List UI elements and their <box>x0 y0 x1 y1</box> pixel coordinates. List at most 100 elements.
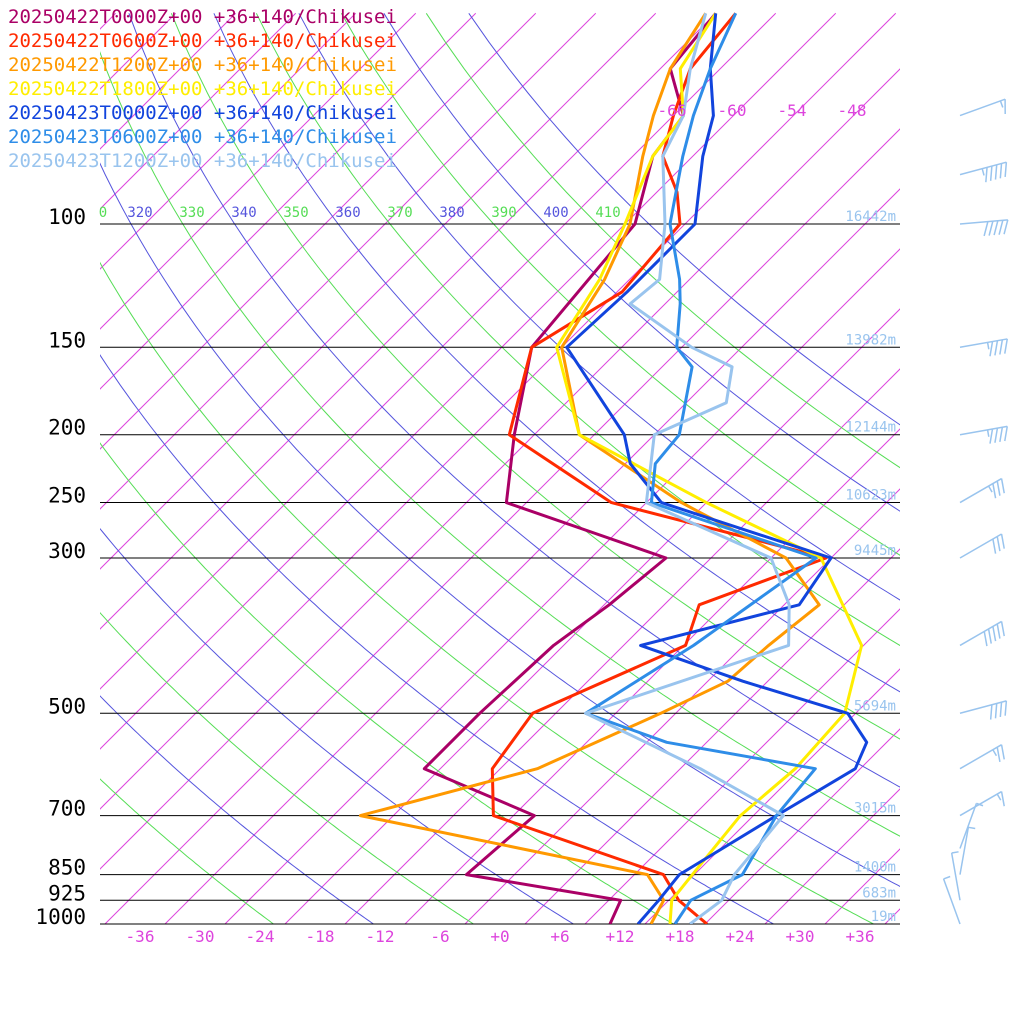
wind-barb-staff <box>950 852 961 901</box>
isotherm-line <box>100 12 777 690</box>
wind-barb <box>942 875 961 925</box>
wind-barb <box>959 533 1005 559</box>
theta-label: 330 <box>179 205 204 221</box>
temperature-tick-label: -24 <box>246 927 275 946</box>
wind-barb-feather <box>996 623 1001 639</box>
height-label: 13982m <box>845 332 896 348</box>
wind-barb-feather <box>992 626 997 642</box>
wind-barb-half-feather <box>981 168 985 176</box>
wind-barb <box>959 700 1008 720</box>
wind-barb-feather <box>994 703 998 719</box>
wind-barb-feather <box>1004 162 1008 178</box>
legend-entry: 20250422T0600Z+00 +36+140/Chikusei <box>8 30 397 52</box>
isotherm-line <box>824 848 900 924</box>
temperature-tick-label: -30 <box>186 927 215 946</box>
wind-barb-staff <box>959 790 1002 817</box>
pressure-tick-label: 925 <box>48 881 86 905</box>
wind-barb-half-feather <box>986 342 990 350</box>
height-label: 5694m <box>854 698 896 714</box>
pressure-tick-label: 850 <box>48 856 86 880</box>
isotherm-line <box>164 188 900 924</box>
wind-barb-feather <box>989 341 994 357</box>
wind-barb-half-feather <box>986 429 990 437</box>
pressure-tick-label: 1000 <box>35 905 86 929</box>
isotherm-line <box>100 12 717 630</box>
wind-barb-feather <box>998 220 1004 235</box>
isotherm-line <box>344 368 900 924</box>
theta-label: 320 <box>127 205 152 221</box>
theta-label: 0 <box>99 205 107 221</box>
wind-barb-half-feather <box>992 749 998 757</box>
wind-barb-feather <box>999 163 1003 179</box>
temperature-tick-label: +24 <box>726 927 755 946</box>
pressure-tick-label: 150 <box>48 328 86 352</box>
wind-barb-feather <box>999 427 1004 443</box>
isotherm-line <box>100 12 297 210</box>
series-line-4 <box>565 13 869 924</box>
legend-entry: 20250423T0600Z+00 +36+140/Chikusei <box>8 126 397 148</box>
wind-barb-feather <box>1000 533 1005 549</box>
wind-barb-feather <box>999 339 1004 355</box>
sounding-series <box>358 12 869 924</box>
wind-barb-feather <box>987 628 992 644</box>
isotherm-line <box>100 12 537 450</box>
wind-barb-feather <box>989 704 993 720</box>
wind-barb <box>959 620 1005 647</box>
wind-barb-staff <box>959 219 1008 225</box>
wind-barb-staff <box>959 425 1008 436</box>
wind-barb-half-feather <box>999 100 1004 108</box>
isotherm-line <box>884 908 900 924</box>
legend-entry: 20250422T1200Z+00 +36+140/Chikusei <box>8 54 397 76</box>
isotherm-line <box>284 308 900 924</box>
isotherm-line <box>404 428 900 924</box>
isobar-lines <box>100 223 900 925</box>
pressure-tick-label: 200 <box>48 416 86 440</box>
temperature-tick-label: +12 <box>606 927 635 946</box>
temperature-tick-label: -12 <box>366 927 395 946</box>
skewed-isotherm-label: -66 <box>658 101 687 120</box>
dry-adiabat-line <box>383 13 900 512</box>
isotherm-line <box>945 13 1024 924</box>
height-label: 19m <box>871 909 896 925</box>
wind-barb-staff <box>959 744 1002 770</box>
isotherm-line <box>100 12 897 810</box>
isotherm-line <box>100 68 900 870</box>
wind-barb-feather <box>996 480 1001 496</box>
wind-barb-staff <box>959 700 1007 715</box>
height-label: 683m <box>862 885 896 901</box>
wind-barb-staff <box>959 477 1002 504</box>
legend: 20250422T0000Z+00 +36+140/Chikusei202504… <box>8 6 397 172</box>
wind-barb-half-feather <box>996 793 1002 801</box>
dry-adiabat-line <box>100 695 374 924</box>
legend-entry: 20250422T0000Z+00 +36+140/Chikusei <box>8 6 397 28</box>
series-line-6 <box>584 12 791 924</box>
wind-barb-feather <box>1004 700 1008 716</box>
wind-barb-feather <box>988 220 994 236</box>
wind-barb-feather <box>1004 426 1009 442</box>
wind-barb-feather <box>983 221 989 237</box>
wind-barb-feather <box>983 631 988 647</box>
dry-adiabat-line <box>100 51 900 837</box>
wind-barb-half-feather <box>987 485 993 493</box>
theta-label: 350 <box>283 205 308 221</box>
isotherm-line <box>764 788 900 924</box>
wind-barb-half-feather <box>951 851 959 854</box>
isotherm-line <box>1005 13 1024 924</box>
isotherm-line <box>704 728 900 924</box>
wind-barb-feather <box>989 165 993 181</box>
skewed-isotherm-label: -48 <box>838 101 867 120</box>
wind-barb-feather <box>1000 621 1005 637</box>
dry-adiabat-line <box>100 261 874 924</box>
wind-barb-feather <box>996 536 1001 552</box>
wind-barb-feather <box>1004 338 1009 354</box>
wind-barb-feather <box>1000 791 1005 807</box>
height-label: 9445m <box>854 543 896 559</box>
skewed-isotherm-label: -60 <box>718 101 747 120</box>
wind-barb <box>959 98 1006 117</box>
pressure-tick-label: 250 <box>48 484 86 508</box>
wind-barb-feather <box>1003 219 1009 235</box>
wind-barb-feather <box>992 538 997 554</box>
temperature-tick-label: -6 <box>430 927 449 946</box>
temperature-tick-label: -18 <box>306 927 335 946</box>
